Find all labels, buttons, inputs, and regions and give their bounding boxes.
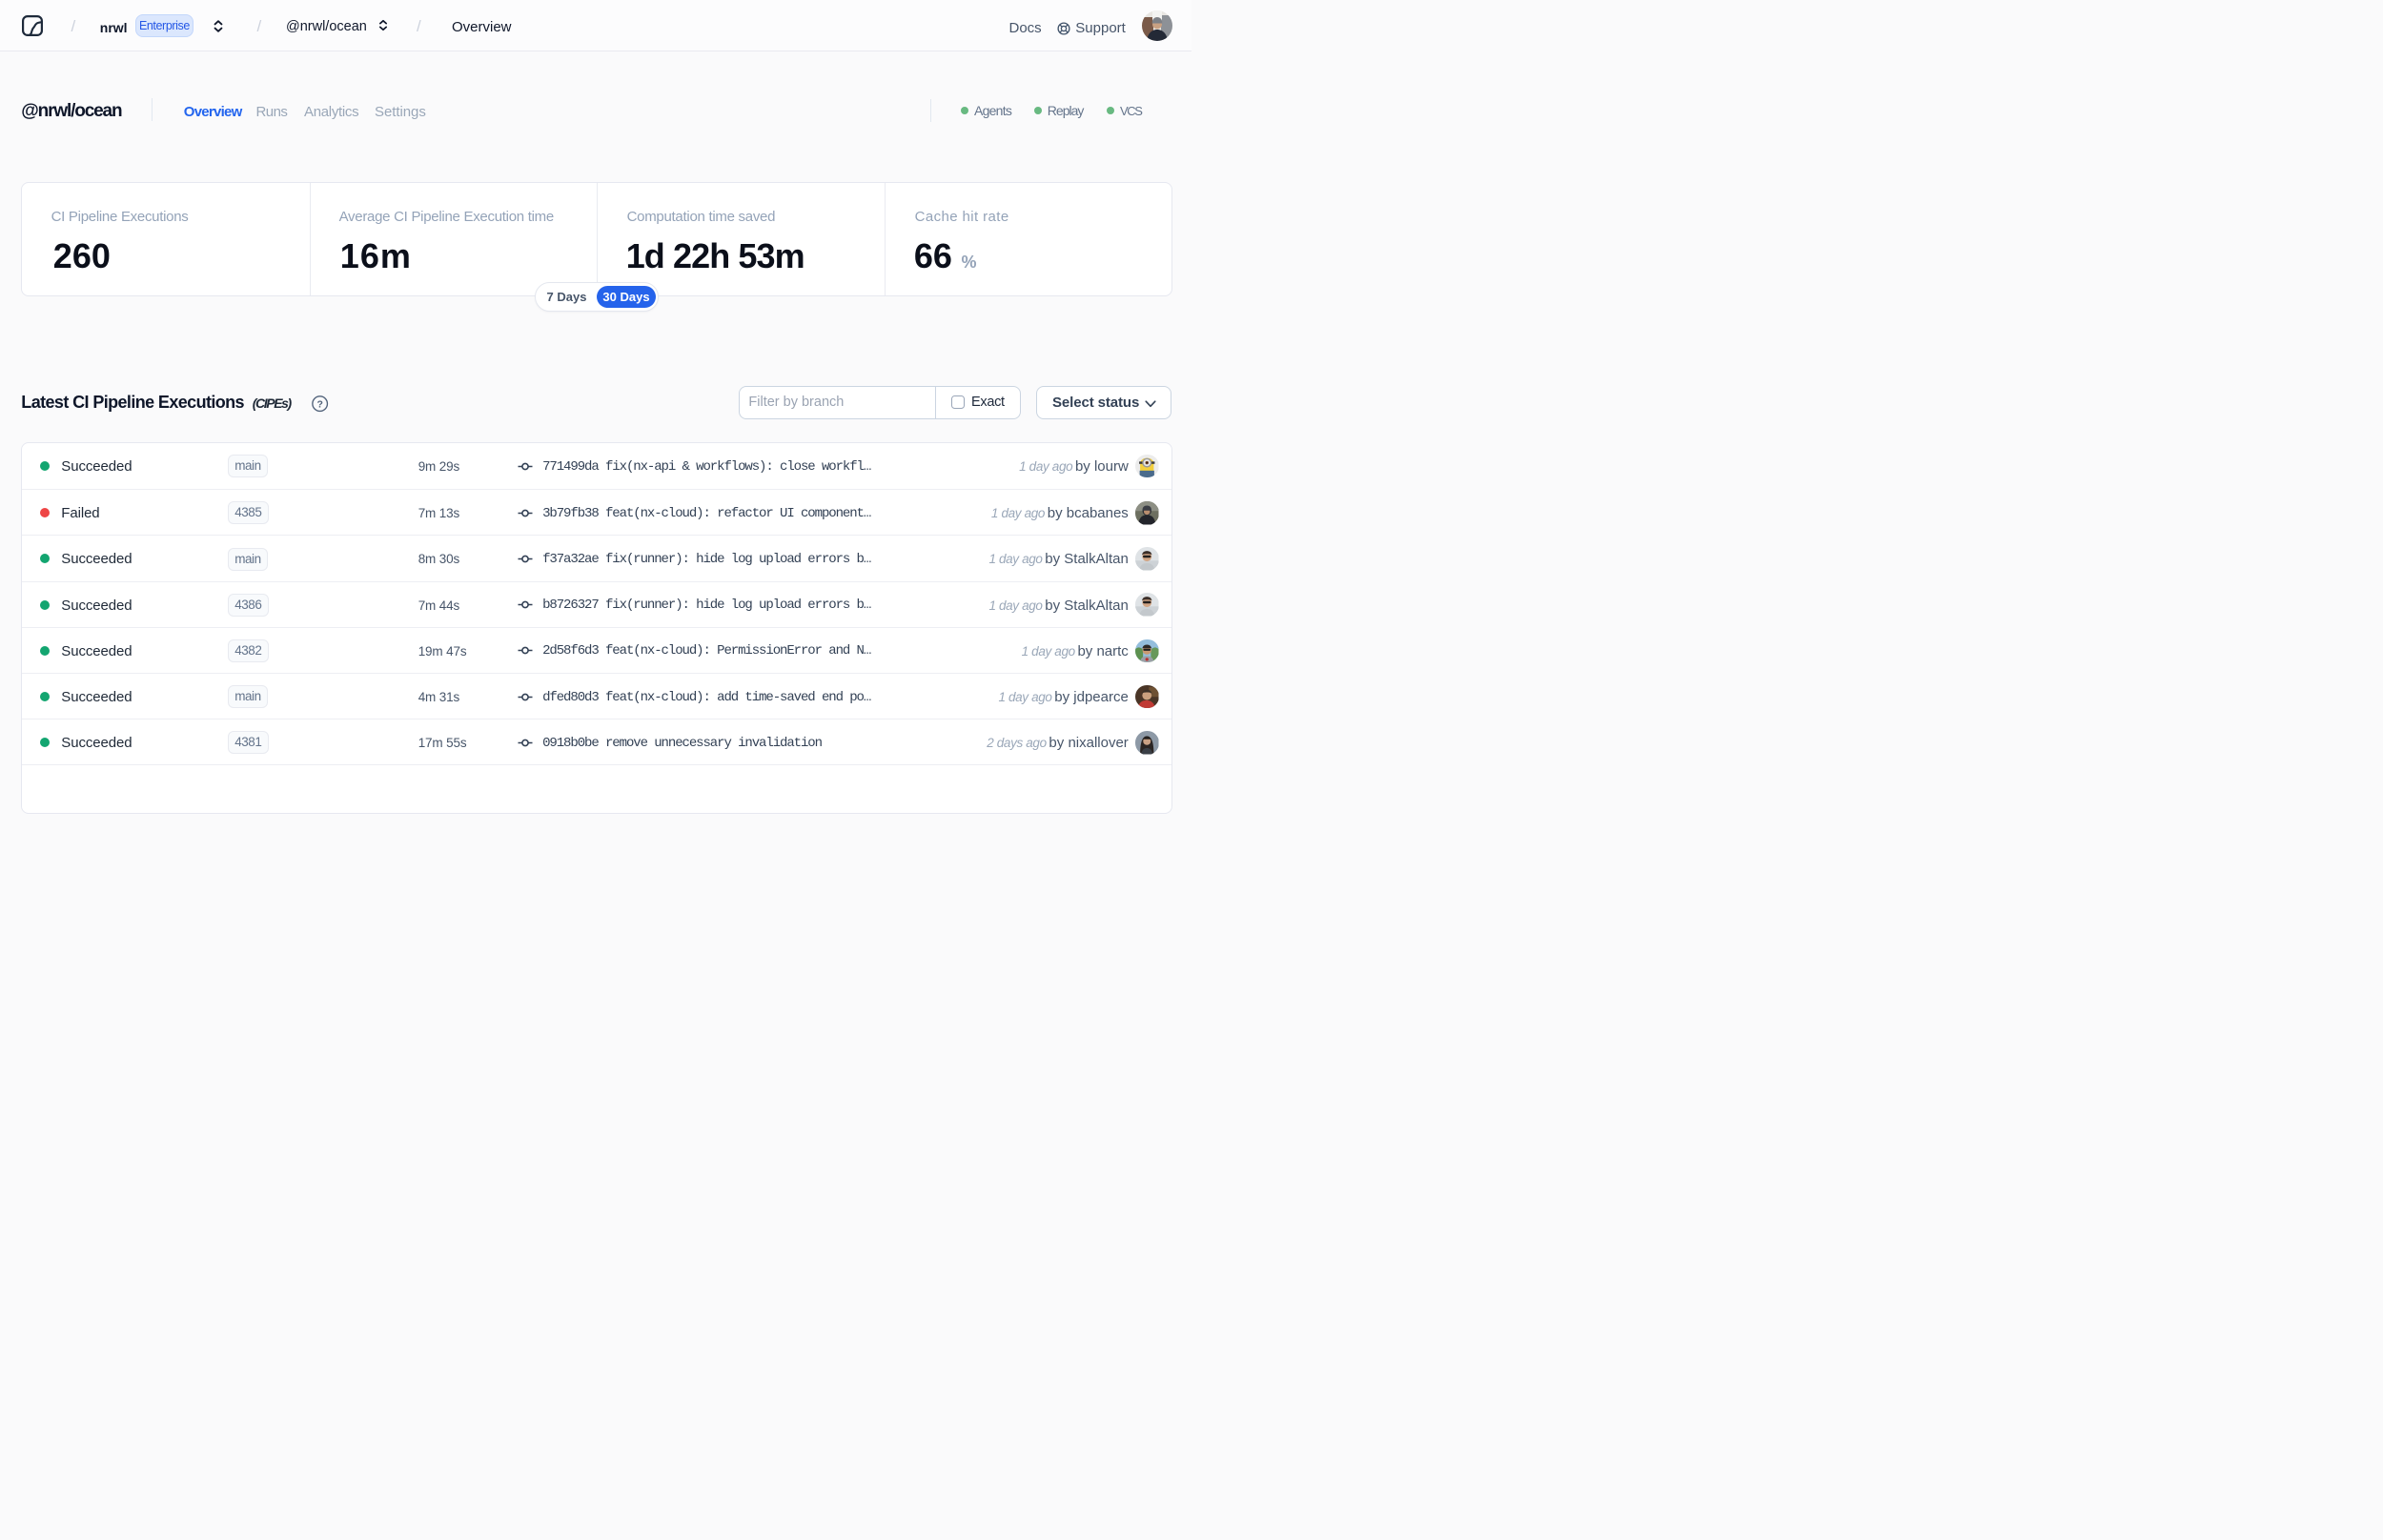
svg-text:?: ?	[317, 400, 323, 411]
